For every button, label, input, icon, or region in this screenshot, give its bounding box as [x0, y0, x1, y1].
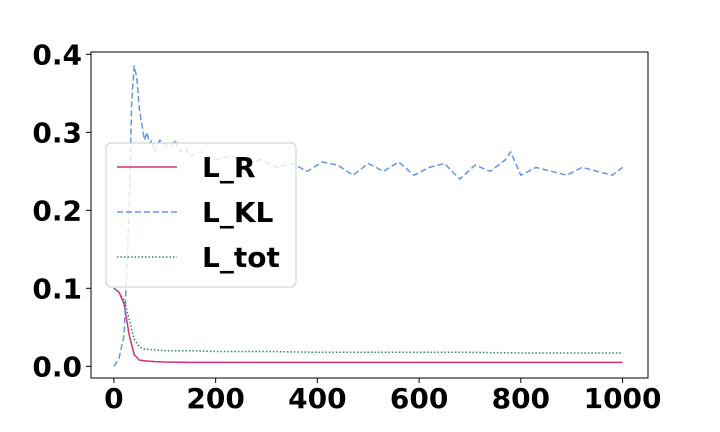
y-tick-label: 0.4 [32, 38, 82, 71]
y-tick-label: 0.3 [32, 116, 82, 149]
x-tick-label: 400 [288, 382, 346, 415]
axes-layer: 0 200 400 600 800 1000 0.0 0.1 0.2 0.3 0.4 [32, 38, 661, 415]
y-tick-label: 0.2 [32, 194, 82, 227]
x-tick-label: 200 [186, 382, 244, 415]
x-tick-label: 800 [492, 382, 550, 415]
legend: L_R L_KL L_tot [105, 142, 297, 288]
series-line-l-tot [113, 287, 623, 354]
legend-label: L_KL [202, 196, 274, 229]
y-tick-label: 0.0 [32, 350, 82, 383]
legend-label: L_R [202, 151, 255, 184]
legend-box [105, 142, 297, 288]
x-tick-label: 0 [104, 382, 123, 415]
plot-frame [90, 51, 649, 379]
x-tick-label: 1000 [584, 382, 662, 415]
y-tick-label: 0.1 [32, 272, 82, 305]
series-line-l-r [113, 287, 623, 364]
legend-label: L_tot [202, 241, 280, 274]
x-tick-label: 600 [390, 382, 448, 415]
